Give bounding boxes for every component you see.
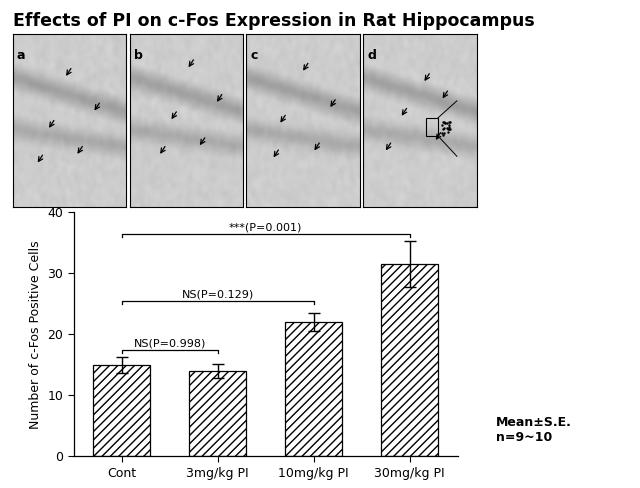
Text: c: c <box>250 49 258 62</box>
Text: b: b <box>134 49 143 62</box>
Bar <box>381 264 438 456</box>
Bar <box>189 371 246 456</box>
Bar <box>426 118 438 136</box>
Text: d: d <box>367 49 376 62</box>
Text: NS(P=0.129): NS(P=0.129) <box>182 290 253 300</box>
Text: ***(P=0.001): ***(P=0.001) <box>229 223 302 233</box>
Text: Mean±S.E.
n=9~10: Mean±S.E. n=9~10 <box>496 416 572 444</box>
Bar <box>93 365 150 456</box>
Text: NS(P=0.998): NS(P=0.998) <box>133 339 206 348</box>
Bar <box>285 322 342 456</box>
Text: a: a <box>17 49 25 62</box>
Text: Effects of PI on c-Fos Expression in Rat Hippocampus: Effects of PI on c-Fos Expression in Rat… <box>13 12 534 30</box>
Y-axis label: Number of c-Fos Positive Cells: Number of c-Fos Positive Cells <box>29 240 42 428</box>
